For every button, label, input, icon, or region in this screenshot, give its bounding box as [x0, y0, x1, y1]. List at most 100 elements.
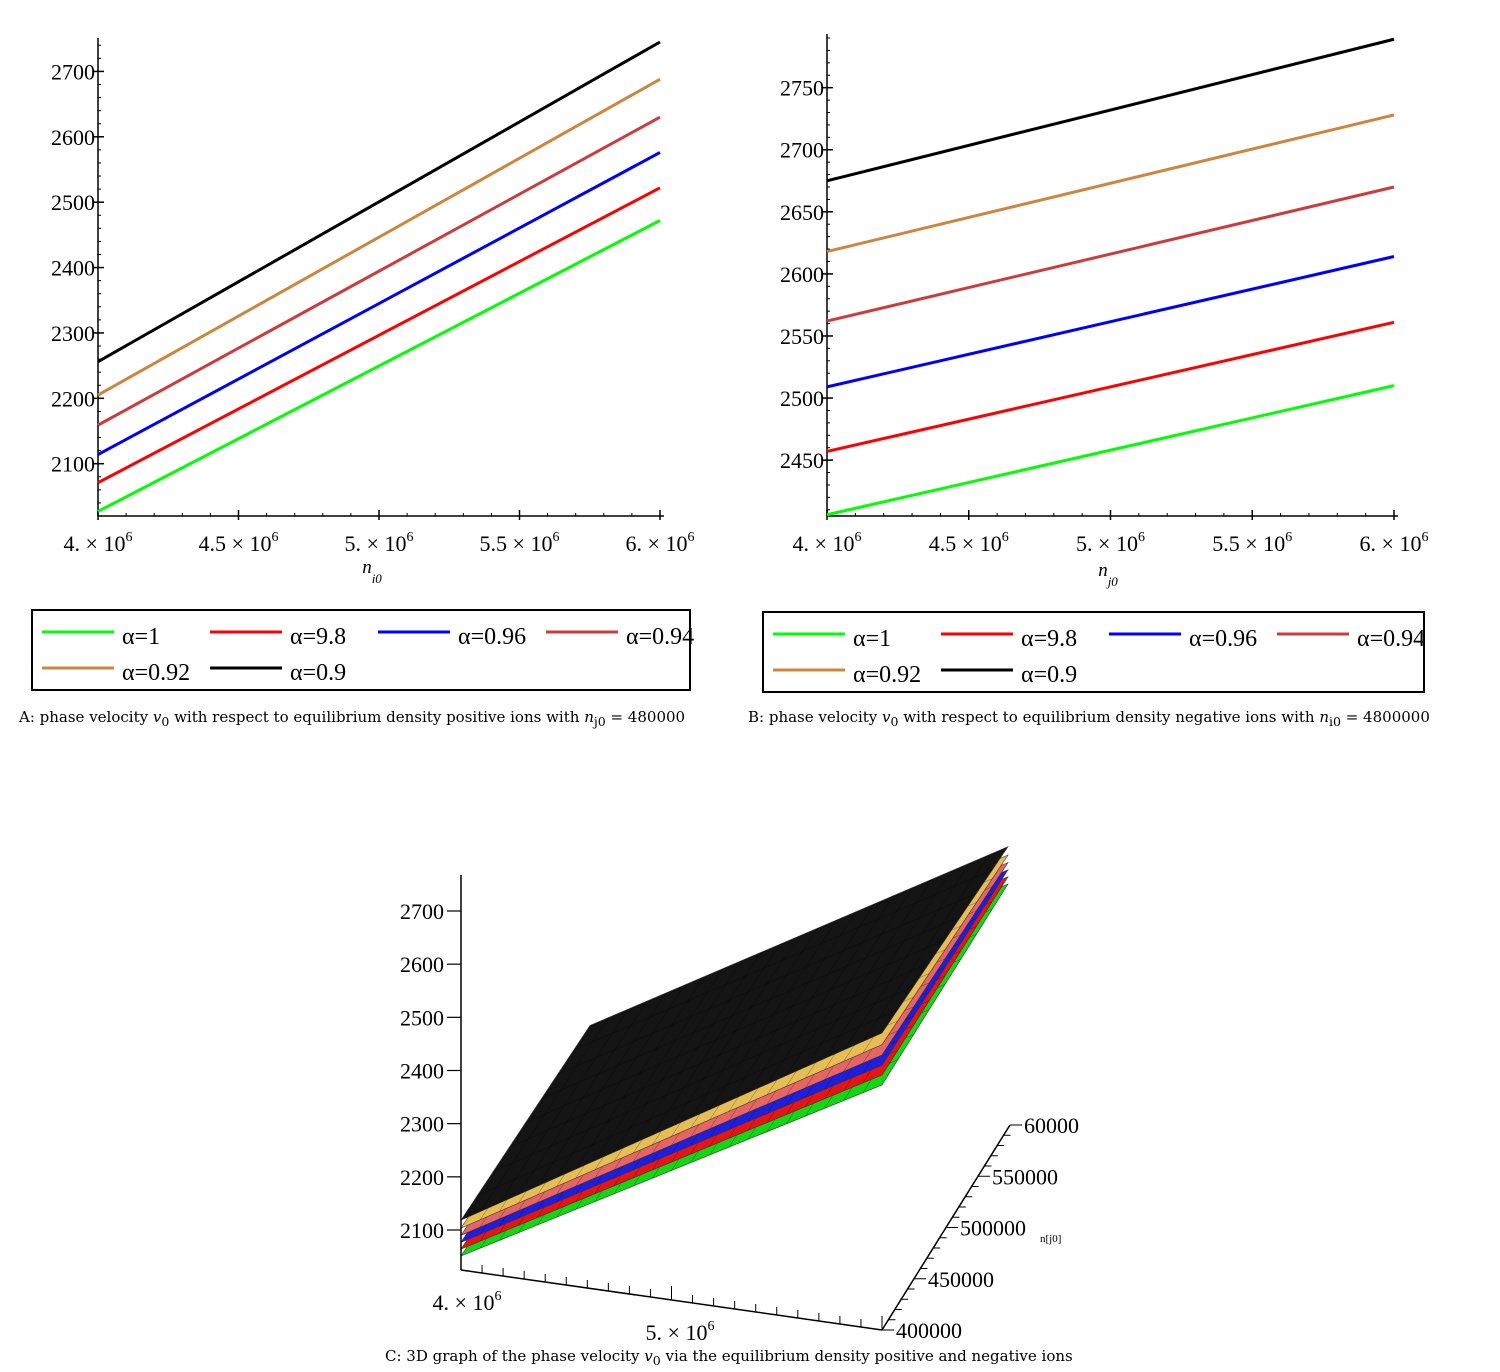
- surface-grid-line: [652, 944, 781, 1136]
- surface-grid-line: [479, 1017, 610, 1212]
- series-line: [97, 151, 661, 456]
- caption-a: A: phase velocity v0 with respect to equ…: [19, 708, 686, 729]
- series-line: [97, 115, 661, 427]
- y-tick-label: 2700: [780, 138, 824, 163]
- surface-grid-line: [824, 870, 952, 1059]
- chart-c-axes: 2100 2200 2300 2400 2500 2600 2700 4. × 106 5. ×…: [400, 875, 1079, 1345]
- surface-layer: [460, 846, 1009, 1221]
- x-tick-label: 4. × 106: [64, 530, 133, 556]
- surface-grid-line: [477, 1009, 898, 1197]
- y-tick-label: 2500: [51, 190, 95, 215]
- surface-grid-line: [766, 895, 895, 1085]
- legend-label: α=0.94: [626, 624, 694, 650]
- chart-b-series: [826, 37, 1395, 517]
- y-tick-label: 2600: [51, 125, 95, 150]
- x-tick-label: 4. × 106: [433, 1289, 502, 1315]
- series-line: [826, 384, 1395, 517]
- surface-grid-line: [747, 903, 876, 1093]
- y-tick-label: 2400: [51, 256, 95, 281]
- z-tick-label: 2400: [400, 1059, 444, 1084]
- y-tick-label: 60000: [1024, 1113, 1079, 1138]
- surface-grid-line: [805, 879, 933, 1068]
- x-tick-label: 4. × 106: [793, 530, 862, 556]
- chart-b-legend: α=1 α=9.8 α=0.96 α=0.94 α=0.92 α=0.9: [762, 611, 1425, 693]
- surface-grid-line: [557, 893, 977, 1075]
- surface-grid-line: [862, 854, 990, 1042]
- legend-box: [31, 609, 691, 691]
- chart-c-surfaces: [460, 846, 1009, 1257]
- surface-grid-line: [613, 960, 743, 1153]
- y-tick-label: 2100: [51, 452, 95, 477]
- chart-a-series: [97, 40, 661, 513]
- legend-box: [762, 611, 1425, 693]
- y-tick-label: 2450: [780, 448, 824, 473]
- surface-grid-line: [843, 862, 971, 1051]
- surface-grid-line: [709, 919, 838, 1110]
- legend-label: α=0.96: [458, 624, 526, 650]
- legend-label: α=0.92: [853, 662, 921, 688]
- y-tick-label: 400000: [896, 1318, 962, 1343]
- x-tick-label: 5. × 106: [345, 530, 414, 556]
- y-tick-label: 2700: [51, 59, 95, 84]
- z-tick-label: 2200: [400, 1165, 444, 1190]
- legend-label: α=1: [853, 626, 891, 652]
- chart-a-legend: α=1 α=9.8 α=0.96 α=0.94 α=0.92 α=0.9: [31, 609, 694, 691]
- z-tick-label: 2500: [400, 1005, 444, 1030]
- x-tick-label: 5. × 106: [646, 1319, 715, 1345]
- surface-grid-line: [499, 1009, 629, 1204]
- x-tick-label: 5.5 × 106: [480, 530, 560, 556]
- legend-label: α=0.9: [290, 660, 346, 686]
- legend-label: α=1: [122, 624, 160, 650]
- y-tick-label: 550000: [992, 1164, 1058, 1189]
- caption-c: C: 3D graph of the phase velocity v0 via…: [385, 1347, 1073, 1368]
- series-line: [97, 186, 661, 484]
- y-tick-label: 2300: [51, 321, 95, 346]
- surface-grid-line: [690, 927, 819, 1119]
- surface-grid-line: [537, 992, 667, 1187]
- x-tick-label: 6. × 106: [1360, 530, 1429, 556]
- legend-label: α=0.9: [1021, 662, 1077, 688]
- y-tick-label: 2750: [780, 76, 824, 101]
- chart-a-tick-labels: 2100 2200 2300 2400 2500 2600 2700 4. × 106 4.5 …: [51, 59, 694, 556]
- chart-b-xlabel: nj0: [1098, 560, 1118, 589]
- surface-grid-line: [541, 916, 961, 1099]
- series-line: [826, 185, 1395, 323]
- legend-label: α=9.8: [1021, 626, 1077, 652]
- y-tick-label: 450000: [928, 1267, 994, 1292]
- chart-b: 2450 2500 2550 2600 2650 2700 2750 4. × 106 4.5 …: [762, 34, 1428, 693]
- surface-grid-line: [594, 968, 724, 1161]
- surface-grid-line: [525, 939, 946, 1124]
- series-line: [97, 40, 661, 364]
- chart-a-axes: [94, 38, 664, 520]
- series-line: [97, 219, 661, 513]
- x-tick-label: 4.5 × 106: [929, 530, 1009, 556]
- chart-a-xlabel: ni0: [362, 557, 382, 586]
- y-tick-label: 2500: [780, 386, 824, 411]
- chart-a: 2100 2200 2300 2400 2500 2600 2700 4. × 106 4.5 …: [31, 38, 694, 691]
- z-tick-label: 2700: [400, 899, 444, 924]
- chart-b-axes: [823, 34, 1398, 520]
- surface-grid-line: [671, 935, 800, 1127]
- z-tick-label: 2100: [400, 1218, 444, 1243]
- y-tick-label: 2600: [780, 262, 824, 287]
- x-tick-label: 6. × 106: [626, 530, 695, 556]
- surface-grid-line: [633, 952, 762, 1144]
- x-tick-label: 5.5 × 106: [1212, 530, 1292, 556]
- z-tick-label: 2300: [400, 1112, 444, 1137]
- surface-grid-line: [493, 986, 914, 1172]
- surface-grid-line: [728, 911, 857, 1102]
- surface-grid-line: [518, 1000, 648, 1195]
- surface-grid-line: [575, 976, 705, 1170]
- surface-grid-line: [509, 962, 930, 1148]
- x-tick-label: 5. × 106: [1076, 530, 1145, 556]
- series-line: [97, 77, 661, 397]
- series-line: [826, 320, 1395, 453]
- series-line: [826, 113, 1395, 254]
- caption-b: B: phase velocity v0 with respect to equ…: [748, 708, 1430, 729]
- surface-grid-line: [556, 984, 686, 1178]
- chart-c-3d-surface: 2100 2200 2300 2400 2500 2600 2700 4. × 106 5. ×…: [400, 846, 1079, 1345]
- z-tick-label: 2600: [400, 952, 444, 977]
- y-tick-label: 500000: [960, 1216, 1026, 1241]
- legend-label: α=0.92: [122, 660, 190, 686]
- chart-b-tick-labels: 2450 2500 2550 2600 2650 2700 2750 4. × 106 4.5 …: [780, 76, 1428, 556]
